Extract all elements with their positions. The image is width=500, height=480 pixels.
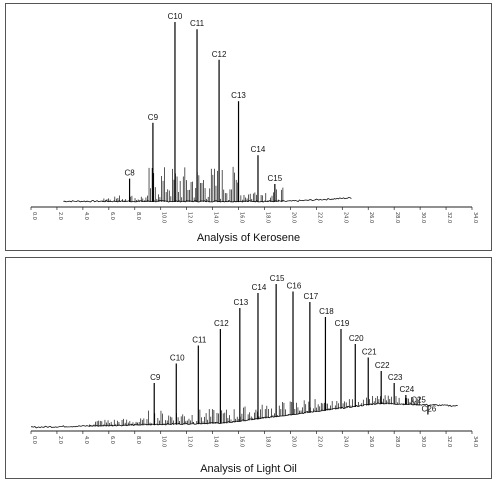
peak-label-c17: C17	[304, 292, 319, 301]
peak-label-c18: C18	[319, 307, 334, 316]
x-tick-label: 26.0	[368, 212, 374, 223]
kerosene-chart-panel: 0.0 2.0 4.0 6.0 8.0 10.0 12.0 14.0 16.0 18.0 20.0 2…	[5, 3, 492, 251]
x-tick-label: 20.0	[290, 212, 296, 223]
x-tick-label: 34.0	[472, 212, 478, 223]
x-tick-label: 8.0	[135, 212, 141, 220]
x-tick-label: 14.0	[213, 436, 219, 447]
peak-label-c12: C12	[214, 319, 229, 328]
x-tick-label: 4.0	[83, 436, 89, 444]
kerosene-chromatogram: 0.0 2.0 4.0 6.0 8.0 10.0 12.0 14.0 16.0 18.0 20.0 2…	[30, 12, 478, 223]
x-tick-label: 26.0	[368, 436, 374, 447]
peak-label-c25: C25	[411, 396, 426, 405]
x-tick-label: 24.0	[342, 436, 348, 447]
peak-label-c15: C15	[268, 174, 283, 183]
x-tick-label: 8.0	[135, 436, 141, 444]
x-tick-label: 30.0	[420, 212, 426, 223]
peak-label-c13: C13	[233, 298, 248, 307]
x-tick-label: 28.0	[394, 436, 400, 447]
peak-label-c23: C23	[388, 373, 403, 382]
x-tick-label: 4.0	[83, 212, 89, 220]
peak-label-c10: C10	[168, 12, 183, 21]
x-tick-label: 6.0	[109, 212, 115, 220]
x-tick-label: 18.0	[264, 212, 270, 223]
x-tick-label: 34.0	[472, 436, 478, 447]
x-tick-label: 30.0	[420, 436, 426, 447]
peak-label-c26: C26	[422, 405, 437, 414]
x-tick-label: 24.0	[342, 212, 348, 223]
light-oil-caption: Analysis of Light Oil	[200, 463, 297, 475]
baseline-trace	[63, 196, 352, 203]
peak-label-c9: C9	[148, 113, 159, 122]
peak-label-c15: C15	[270, 274, 285, 283]
peak-label-c9: C9	[150, 373, 161, 382]
light-oil-chart-panel: 0.0 2.0 4.0 6.0 8.0 10.0 12.0 14.0 16.0 18.0 20.0 2…	[5, 257, 492, 479]
baseline-trace	[30, 402, 458, 429]
x-tick-label: 2.0	[57, 436, 63, 444]
x-tick-label: 20.0	[290, 436, 296, 447]
x-tick-label: 16.0	[239, 212, 245, 223]
light-oil-chromatogram: 0.0 2.0 4.0 6.0 8.0 10.0 12.0 14.0 16.0 18.0 20.0 2…	[30, 274, 478, 447]
x-tick-label: 0.0	[31, 436, 37, 444]
kerosene-caption: Analysis of Kerosene	[196, 232, 301, 244]
x-tick-label: 10.0	[161, 436, 167, 447]
peak-label-c10: C10	[170, 354, 185, 363]
x-tick-label: 28.0	[394, 212, 400, 223]
peak-label-c11: C11	[190, 19, 205, 28]
x-tick-label: 12.0	[187, 436, 193, 447]
x-tick-label: 22.0	[316, 436, 322, 447]
x-tick-label: 14.0	[213, 212, 219, 223]
x-tick-label: 6.0	[109, 436, 115, 444]
peak-label-c20: C20	[349, 334, 364, 343]
peak-label-c12: C12	[212, 50, 227, 59]
peak-label-c8: C8	[124, 169, 135, 178]
x-tick-label: 0.0	[31, 212, 37, 220]
x-tick-label: 32.0	[446, 212, 452, 223]
x-tick-label: 32.0	[446, 436, 452, 447]
peak-label-c16: C16	[287, 282, 302, 291]
peak-label-c19: C19	[335, 319, 350, 328]
peak-label-c13: C13	[231, 91, 246, 100]
x-tick-label: 22.0	[316, 212, 322, 223]
x-tick-label: 18.0	[264, 436, 270, 447]
peak-label-c11: C11	[192, 336, 207, 345]
x-tick-label: 12.0	[187, 212, 193, 223]
x-tick-label: 2.0	[57, 212, 63, 220]
peak-label-c22: C22	[375, 361, 390, 370]
x-tick-label: 16.0	[239, 436, 245, 447]
peak-label-c14: C14	[252, 283, 267, 292]
peak-label-c24: C24	[400, 385, 415, 394]
peak-label-c14: C14	[251, 145, 266, 154]
x-tick-label: 10.0	[161, 212, 167, 223]
peak-label-c21: C21	[362, 348, 377, 357]
